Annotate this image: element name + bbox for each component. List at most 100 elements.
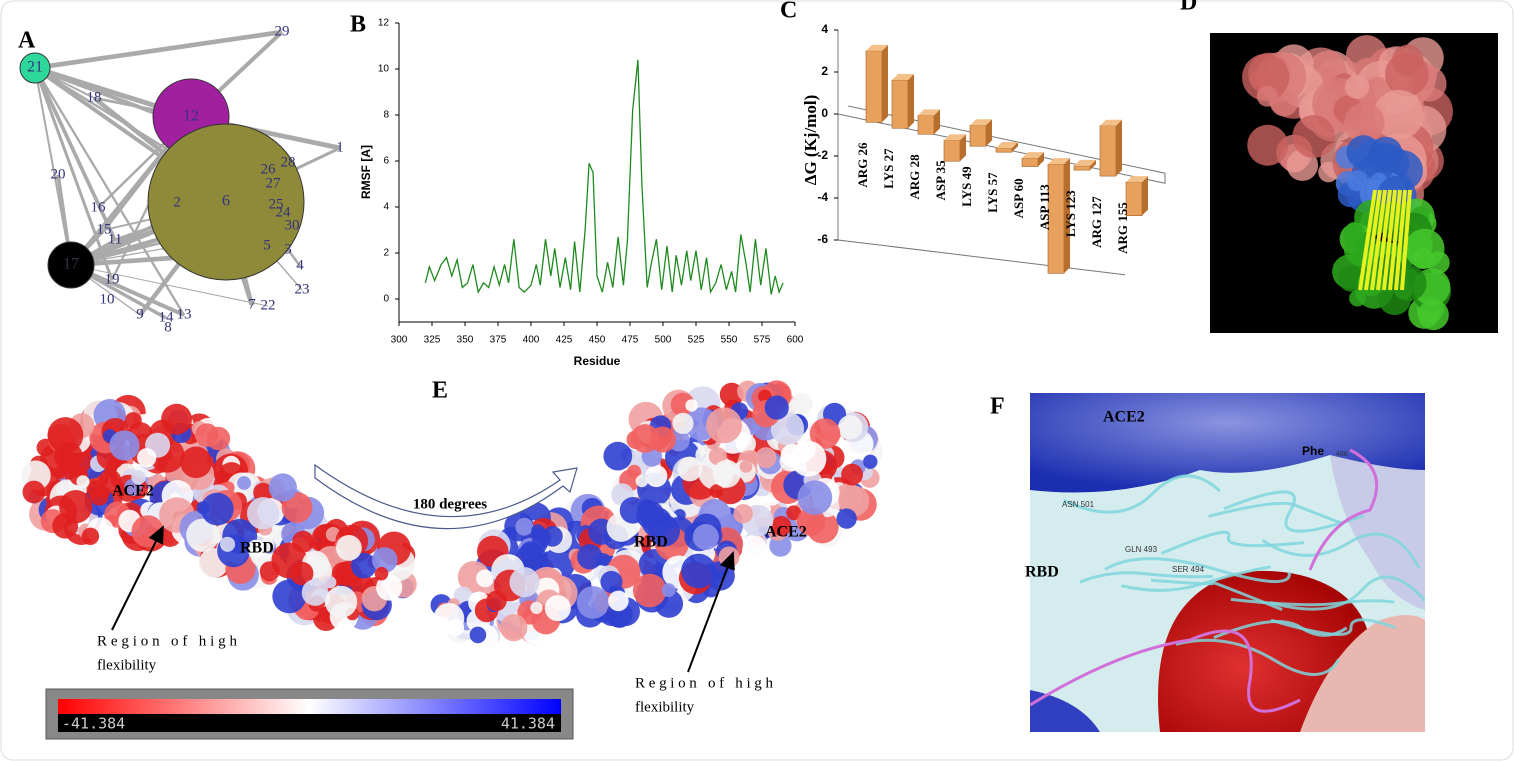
- panel-c: -6 -4 -2 0 2 4 ΔG (Kj/mol) ARG 26 LYS 27 ARG 28 AS…: [801, 22, 1166, 276]
- backbone: [1175, 638, 1341, 677]
- node-label: 18: [87, 89, 102, 105]
- region-label: Phe: [1302, 444, 1324, 458]
- bar-top: [944, 134, 966, 141]
- node-label: 5: [263, 237, 271, 253]
- surface-patch: [272, 579, 307, 614]
- protein-render: [1030, 393, 1425, 732]
- surface-patch: [630, 424, 660, 453]
- backbone: [1270, 618, 1396, 636]
- surface-patch: [764, 395, 789, 420]
- region-label: RBD: [1025, 564, 1059, 581]
- region-label: ASN 501: [1062, 500, 1095, 509]
- strand: [1382, 189, 1397, 291]
- surface-patch: [486, 590, 507, 612]
- surface-patch: [577, 544, 603, 570]
- panel-d: [1210, 33, 1498, 333]
- bar-top: [1022, 152, 1044, 159]
- x-tick-label: ARG 127: [1089, 196, 1104, 248]
- backbone: [1269, 575, 1425, 611]
- x-tick-label: 300: [391, 335, 408, 346]
- surface-patch: [433, 602, 465, 634]
- node-label: 10: [100, 291, 115, 307]
- surface-patch: [661, 583, 676, 598]
- bar-front: [865, 50, 883, 123]
- x-tick-label: 425: [556, 335, 573, 346]
- backbone: [1208, 501, 1342, 525]
- node-label: 24: [276, 204, 292, 220]
- bar-side: [934, 109, 940, 135]
- surface-patch: [677, 456, 703, 482]
- x-axis-label: Residue: [574, 354, 621, 368]
- bar: [917, 109, 940, 135]
- surface-patch: [838, 415, 863, 440]
- network-edge: [33, 67, 186, 316]
- colorbar-label: -41.384: [62, 715, 125, 733]
- x-tick-label: ARG 26: [855, 142, 870, 188]
- bar: [1073, 159, 1096, 171]
- backbone: [1223, 490, 1365, 533]
- surface-patch: [733, 504, 753, 524]
- surface: [1158, 570, 1370, 732]
- surface-patch: [635, 474, 649, 488]
- surface-patch: [544, 595, 571, 622]
- node-label: 8: [164, 319, 172, 335]
- y-tick-label: -4: [817, 190, 828, 204]
- node-label: 9: [136, 306, 144, 322]
- x-tick-label: 500: [655, 335, 672, 346]
- node-label: 28: [281, 154, 296, 170]
- backbone: [1063, 474, 1221, 514]
- node-label: 12: [183, 108, 199, 125]
- surface-patch: [530, 601, 543, 615]
- surface-patch: [632, 573, 667, 608]
- surface-patch: [755, 447, 777, 469]
- surface-patch: [161, 403, 192, 435]
- panel-label: F: [990, 394, 1005, 420]
- network-edge: [34, 67, 72, 266]
- surface-patch: [796, 507, 826, 536]
- surface-patch: [1385, 52, 1429, 97]
- backbone: [1104, 557, 1291, 584]
- colorbar-label: 41.384: [501, 715, 555, 733]
- panel-f: ACE2 RBD Phe 486 ASN 501 GLN 493 SER 494: [1025, 393, 1425, 732]
- bar-side: [1038, 152, 1044, 167]
- surface-patch: [237, 476, 251, 490]
- y-tick-label: 0: [383, 294, 389, 305]
- strand: [1370, 189, 1387, 291]
- surface: [1300, 615, 1425, 732]
- bar-front: [891, 79, 909, 129]
- x-tick-label: ARG 28: [907, 154, 922, 200]
- panel-label: D: [1180, 0, 1197, 16]
- bar: [865, 44, 888, 123]
- bar-side: [1090, 159, 1096, 171]
- surface-patch: [59, 490, 93, 524]
- bar: [1125, 176, 1148, 216]
- surface-patch: [709, 484, 724, 498]
- strand: [1394, 189, 1407, 291]
- strand: [1400, 189, 1412, 291]
- x-tick-label: 375: [490, 335, 507, 346]
- backbone: [1079, 571, 1213, 584]
- x-tick-label: ARG 155: [1115, 202, 1130, 254]
- x-tick-label: ASP 60: [1011, 178, 1026, 218]
- surface: [1030, 690, 1100, 732]
- surface-patch: [1412, 247, 1434, 270]
- node-label: 29: [275, 23, 290, 39]
- surface-patch: [619, 497, 647, 524]
- region-label: RBD: [240, 540, 274, 557]
- surface-patch: [672, 412, 694, 435]
- network-node: [19, 52, 51, 84]
- node-label: 4: [296, 257, 304, 273]
- bar-front: [969, 124, 987, 147]
- surface-patch: [648, 514, 681, 547]
- bar-top: [1126, 176, 1148, 183]
- surface-patch: [600, 570, 623, 594]
- y-tick-label: 6: [383, 156, 389, 167]
- bar-side: [986, 119, 992, 147]
- surface-patch: [645, 464, 668, 488]
- x-tick-label: LYS 49: [959, 166, 974, 207]
- strand: [1376, 189, 1392, 291]
- network-node: [147, 123, 305, 281]
- surface-patch: [109, 430, 140, 461]
- backbone: [1160, 530, 1305, 555]
